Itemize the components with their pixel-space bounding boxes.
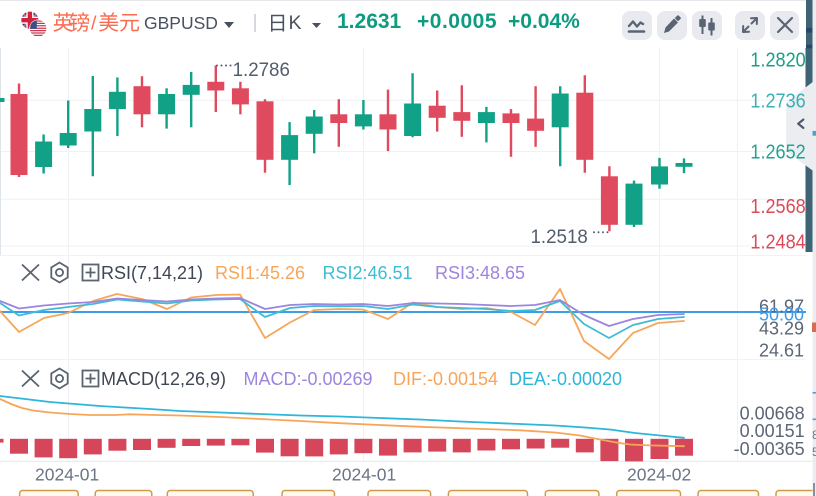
svg-text:1.2820: 1.2820 bbox=[750, 49, 805, 71]
svg-text:1.2518: 1.2518 bbox=[531, 226, 588, 248]
svg-text:1.2484: 1.2484 bbox=[750, 231, 805, 253]
svg-text:43.29: 43.29 bbox=[759, 318, 804, 338]
svg-text:DIF:-0.00154: DIF:-0.00154 bbox=[393, 369, 498, 389]
svg-text:MACD:-0.00269: MACD:-0.00269 bbox=[244, 369, 373, 389]
svg-text:RSI3:48.65: RSI3:48.65 bbox=[435, 263, 525, 283]
svg-text:RSI1:45.26: RSI1:45.26 bbox=[215, 263, 305, 283]
svg-text:RSI(7,14,21): RSI(7,14,21) bbox=[101, 263, 203, 283]
svg-text:-0.00365: -0.00365 bbox=[734, 439, 805, 459]
svg-text:1.2568: 1.2568 bbox=[750, 196, 805, 218]
svg-text:1.2786: 1.2786 bbox=[233, 59, 290, 81]
svg-text:5: 5 bbox=[812, 445, 816, 459]
svg-text:0.00668: 0.00668 bbox=[740, 404, 805, 424]
svg-text:8: 8 bbox=[812, 428, 816, 442]
svg-text:1.2652: 1.2652 bbox=[750, 141, 805, 163]
svg-text:61.97: 61.97 bbox=[759, 297, 804, 317]
svg-text:50.00: 50.00 bbox=[759, 304, 804, 324]
svg-text:1.2736: 1.2736 bbox=[750, 90, 805, 112]
svg-text:24.61: 24.61 bbox=[759, 341, 804, 361]
svg-text:RSI2:46.51: RSI2:46.51 bbox=[323, 263, 413, 283]
svg-text:MACD(12,26,9): MACD(12,26,9) bbox=[101, 369, 226, 389]
svg-text:/: / bbox=[91, 13, 97, 35]
svg-text:2024-02: 2024-02 bbox=[627, 465, 691, 485]
svg-text:2024-01: 2024-01 bbox=[35, 465, 99, 485]
svg-text:DEA:-0.00020: DEA:-0.00020 bbox=[509, 369, 622, 389]
svg-text:0.00151: 0.00151 bbox=[740, 421, 805, 441]
svg-text:2024-01: 2024-01 bbox=[332, 465, 396, 485]
svg-text:K: K bbox=[289, 12, 302, 34]
